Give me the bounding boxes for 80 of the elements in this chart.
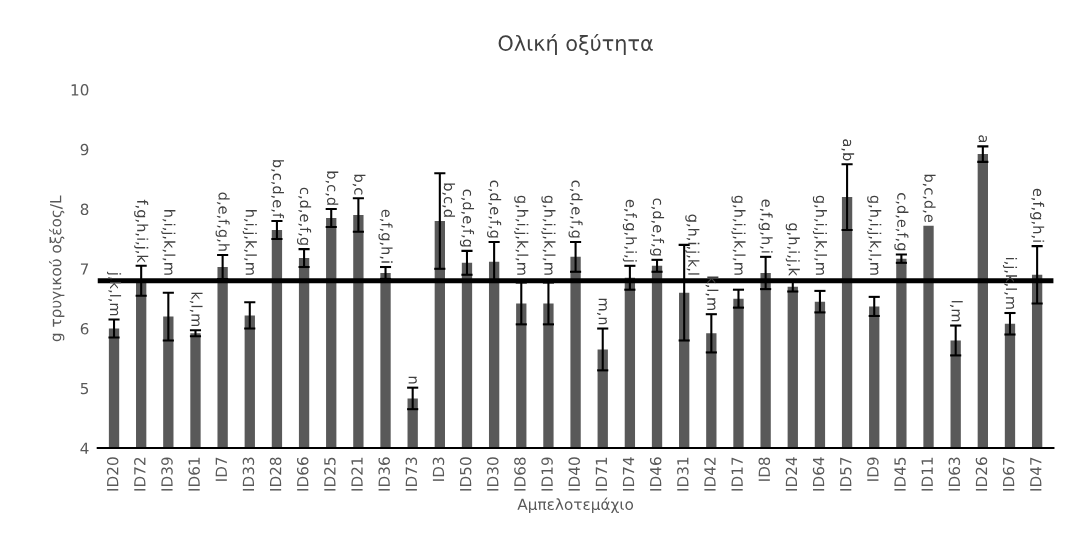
y-tick-label: 10 [71, 84, 89, 96]
data-label: e,f,g,h,i,j [622, 199, 637, 262]
data-label: b,c,d,e,f [271, 160, 284, 219]
x-tick-label: ID20 [106, 457, 119, 491]
data-label: b,c [352, 174, 366, 195]
data-label: c,d,e,f,g [649, 198, 665, 256]
x-tick-label: ID46 [649, 457, 662, 491]
data-label: c,d,e,f,g [487, 180, 502, 238]
data-label: g,h,i,j,k,l,m [541, 195, 556, 275]
x-tick-label: ID42 [704, 457, 716, 491]
data-label: a [978, 135, 987, 143]
x-tick-label: ID47 [1030, 457, 1042, 491]
x-tick-label: ID72 [134, 457, 146, 491]
x-tick-label: ID3 [432, 457, 445, 481]
data-label: h,i,j,k,l,m [242, 210, 257, 275]
data-label: h,i,j,k,l,m [161, 210, 176, 275]
x-tick-label: ID64 [812, 457, 825, 491]
data-label: k,l,m [705, 276, 719, 310]
data-label: g,h,i,j,k,l [685, 214, 700, 275]
data-label: e,f,g,h,i [758, 199, 773, 253]
y-tick-label: 7 [80, 263, 89, 275]
x-tick-label: ID39 [161, 457, 173, 491]
chart-title: Ολική οξύτητα [498, 34, 653, 56]
data-label: m,n [597, 298, 607, 325]
data-label: f,g,h,i,j,k [134, 199, 149, 263]
x-tick-label: ID7 [215, 457, 227, 481]
data-label: e,f,g,h,i [378, 209, 393, 263]
data-label: b,c,d [325, 171, 339, 205]
x-tick-label: ID45 [894, 457, 906, 491]
data-label: b,c,d [442, 183, 456, 217]
data-label: e,f,g,h,i [1030, 188, 1045, 242]
data-label: c,d,e,f,g [568, 180, 583, 238]
y-axis-title: g τρυγικού οξέος/L [48, 195, 65, 342]
x-tick-label: ID67 [1002, 457, 1015, 491]
data-label: k,l,m [189, 292, 203, 327]
x-tick-label: ID63 [948, 457, 961, 491]
data-label: c,d,e,f,g [894, 193, 909, 251]
x-tick-label: ID61 [188, 457, 200, 491]
x-tick-label: ID9 [867, 457, 879, 481]
x-tick-label: ID31 [677, 457, 689, 491]
x-tick-label: ID74 [622, 457, 635, 491]
y-tick-label: 9 [80, 143, 89, 156]
x-tick-label: ID8 [758, 457, 771, 481]
x-tick-label: ID24 [785, 457, 797, 491]
data-label: d,e,f,g,h [215, 192, 230, 251]
data-label: b,c,d,e [922, 174, 936, 223]
data-label: a,b [841, 139, 855, 161]
x-tick-label: ID66 [296, 457, 309, 491]
data-label: i,j,k,l,m [1002, 258, 1018, 309]
data-label: c,d,e,f,g [297, 187, 312, 245]
x-tick-label: ID28 [269, 457, 282, 491]
x-tick-label: ID71 [595, 457, 607, 491]
x-tick-label: ID73 [405, 457, 418, 491]
x-tick-label: ID11 [921, 457, 933, 491]
x-tick-label: ID21 [351, 457, 363, 491]
data-label: g,h,i,j,k,l,m [514, 195, 529, 275]
data-label: g,h,i,j,k [785, 223, 800, 276]
x-tick-label: ID25 [324, 457, 336, 491]
data-label: g,h,i,j,k,l,m [812, 195, 827, 275]
x-tick-label: ID40 [568, 457, 581, 491]
x-tick-label: ID26 [975, 457, 988, 491]
x-axis-title: Αμπελοτεμάχιο [517, 497, 634, 513]
x-tick-label: ID17 [731, 457, 743, 491]
x-tick-label: ID19 [541, 457, 553, 491]
data-label: g,h,i,j,k,l,m [867, 195, 882, 275]
y-tick-label: 5 [80, 382, 89, 395]
x-tick-label: ID57 [840, 457, 852, 491]
data-label: c,d,e,f,g [459, 189, 475, 247]
x-tick-label: ID50 [459, 457, 472, 491]
x-tick-label: ID30 [487, 457, 499, 491]
y-tick-label: 4 [80, 442, 89, 454]
data-label: n [408, 376, 417, 384]
data-label: g,h,i,j,k,l,m [731, 195, 746, 275]
data-label: l,m [949, 301, 963, 322]
x-tick-label: ID33 [242, 457, 255, 491]
y-tick-label: 8 [80, 203, 89, 216]
x-tick-label: ID36 [378, 457, 390, 491]
x-tick-label: ID68 [514, 457, 526, 491]
data-label: j,k,l,m [106, 271, 122, 316]
y-tick-label: 6 [80, 323, 89, 335]
